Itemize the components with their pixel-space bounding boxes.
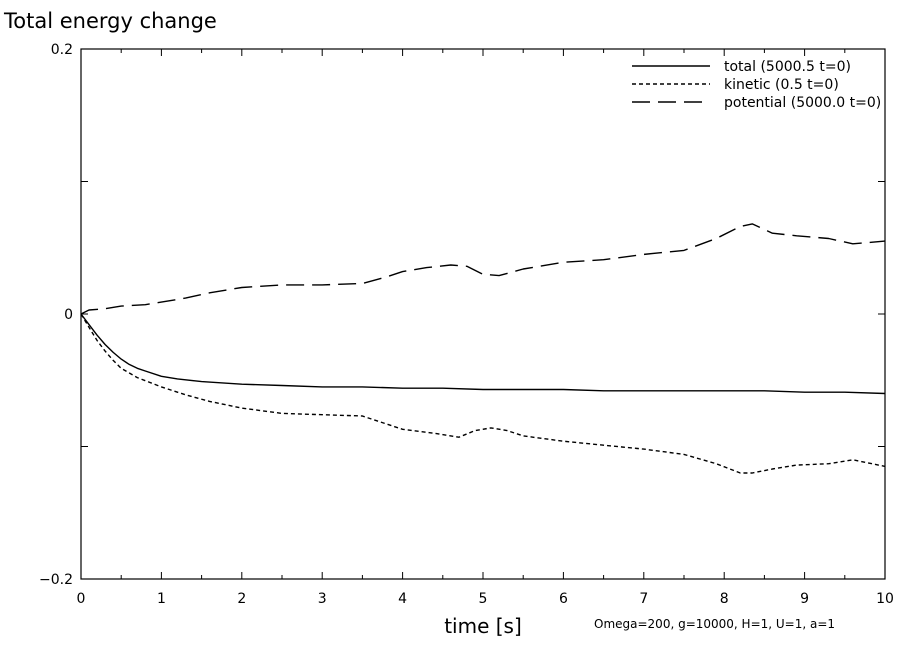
y-tick-label: 0.2 (51, 42, 73, 58)
x-tick-label: 0 (77, 591, 86, 607)
axis-tick-labels: 0 1 2 3 4 5 6 7 8 9 100.20−0.2 (39, 42, 894, 607)
series-lines (80, 223, 886, 474)
legend-label: kinetic (0.5 t=0) (724, 77, 839, 93)
x-tick-label: 2 (237, 591, 246, 607)
series-line-dashed (80, 313, 886, 474)
y-tick-label: −0.2 (39, 572, 73, 588)
legend: total (5000.5 t=0) kinetic (0.5 t=0) poten… (632, 59, 881, 111)
x-tick-label: 10 (876, 591, 894, 607)
x-tick-label: 3 (318, 591, 327, 607)
x-axis-label: time [s] (444, 614, 522, 638)
x-tick-label: 8 (720, 591, 729, 607)
x-tick-label: 1 (157, 591, 166, 607)
axis-ticks (80, 48, 886, 580)
x-tick-label: 4 (398, 591, 407, 607)
chart-title: Total energy change (3, 9, 217, 33)
parameter-annotation: Omega=200, g=10000, H=1, U=1, a=1 (594, 617, 835, 631)
y-tick-label: 0 (64, 307, 73, 323)
x-tick-label: 6 (559, 591, 568, 607)
x-tick-label: 9 (800, 591, 809, 607)
legend-label: potential (5000.0 t=0) (724, 95, 881, 111)
legend-label: total (5000.5 t=0) (724, 59, 851, 75)
series-line-long-dashed (80, 223, 886, 315)
series-line-solid (80, 313, 886, 395)
plot-frame (80, 48, 886, 580)
x-tick-label: 5 (479, 591, 488, 607)
x-tick-label: 7 (639, 591, 648, 607)
